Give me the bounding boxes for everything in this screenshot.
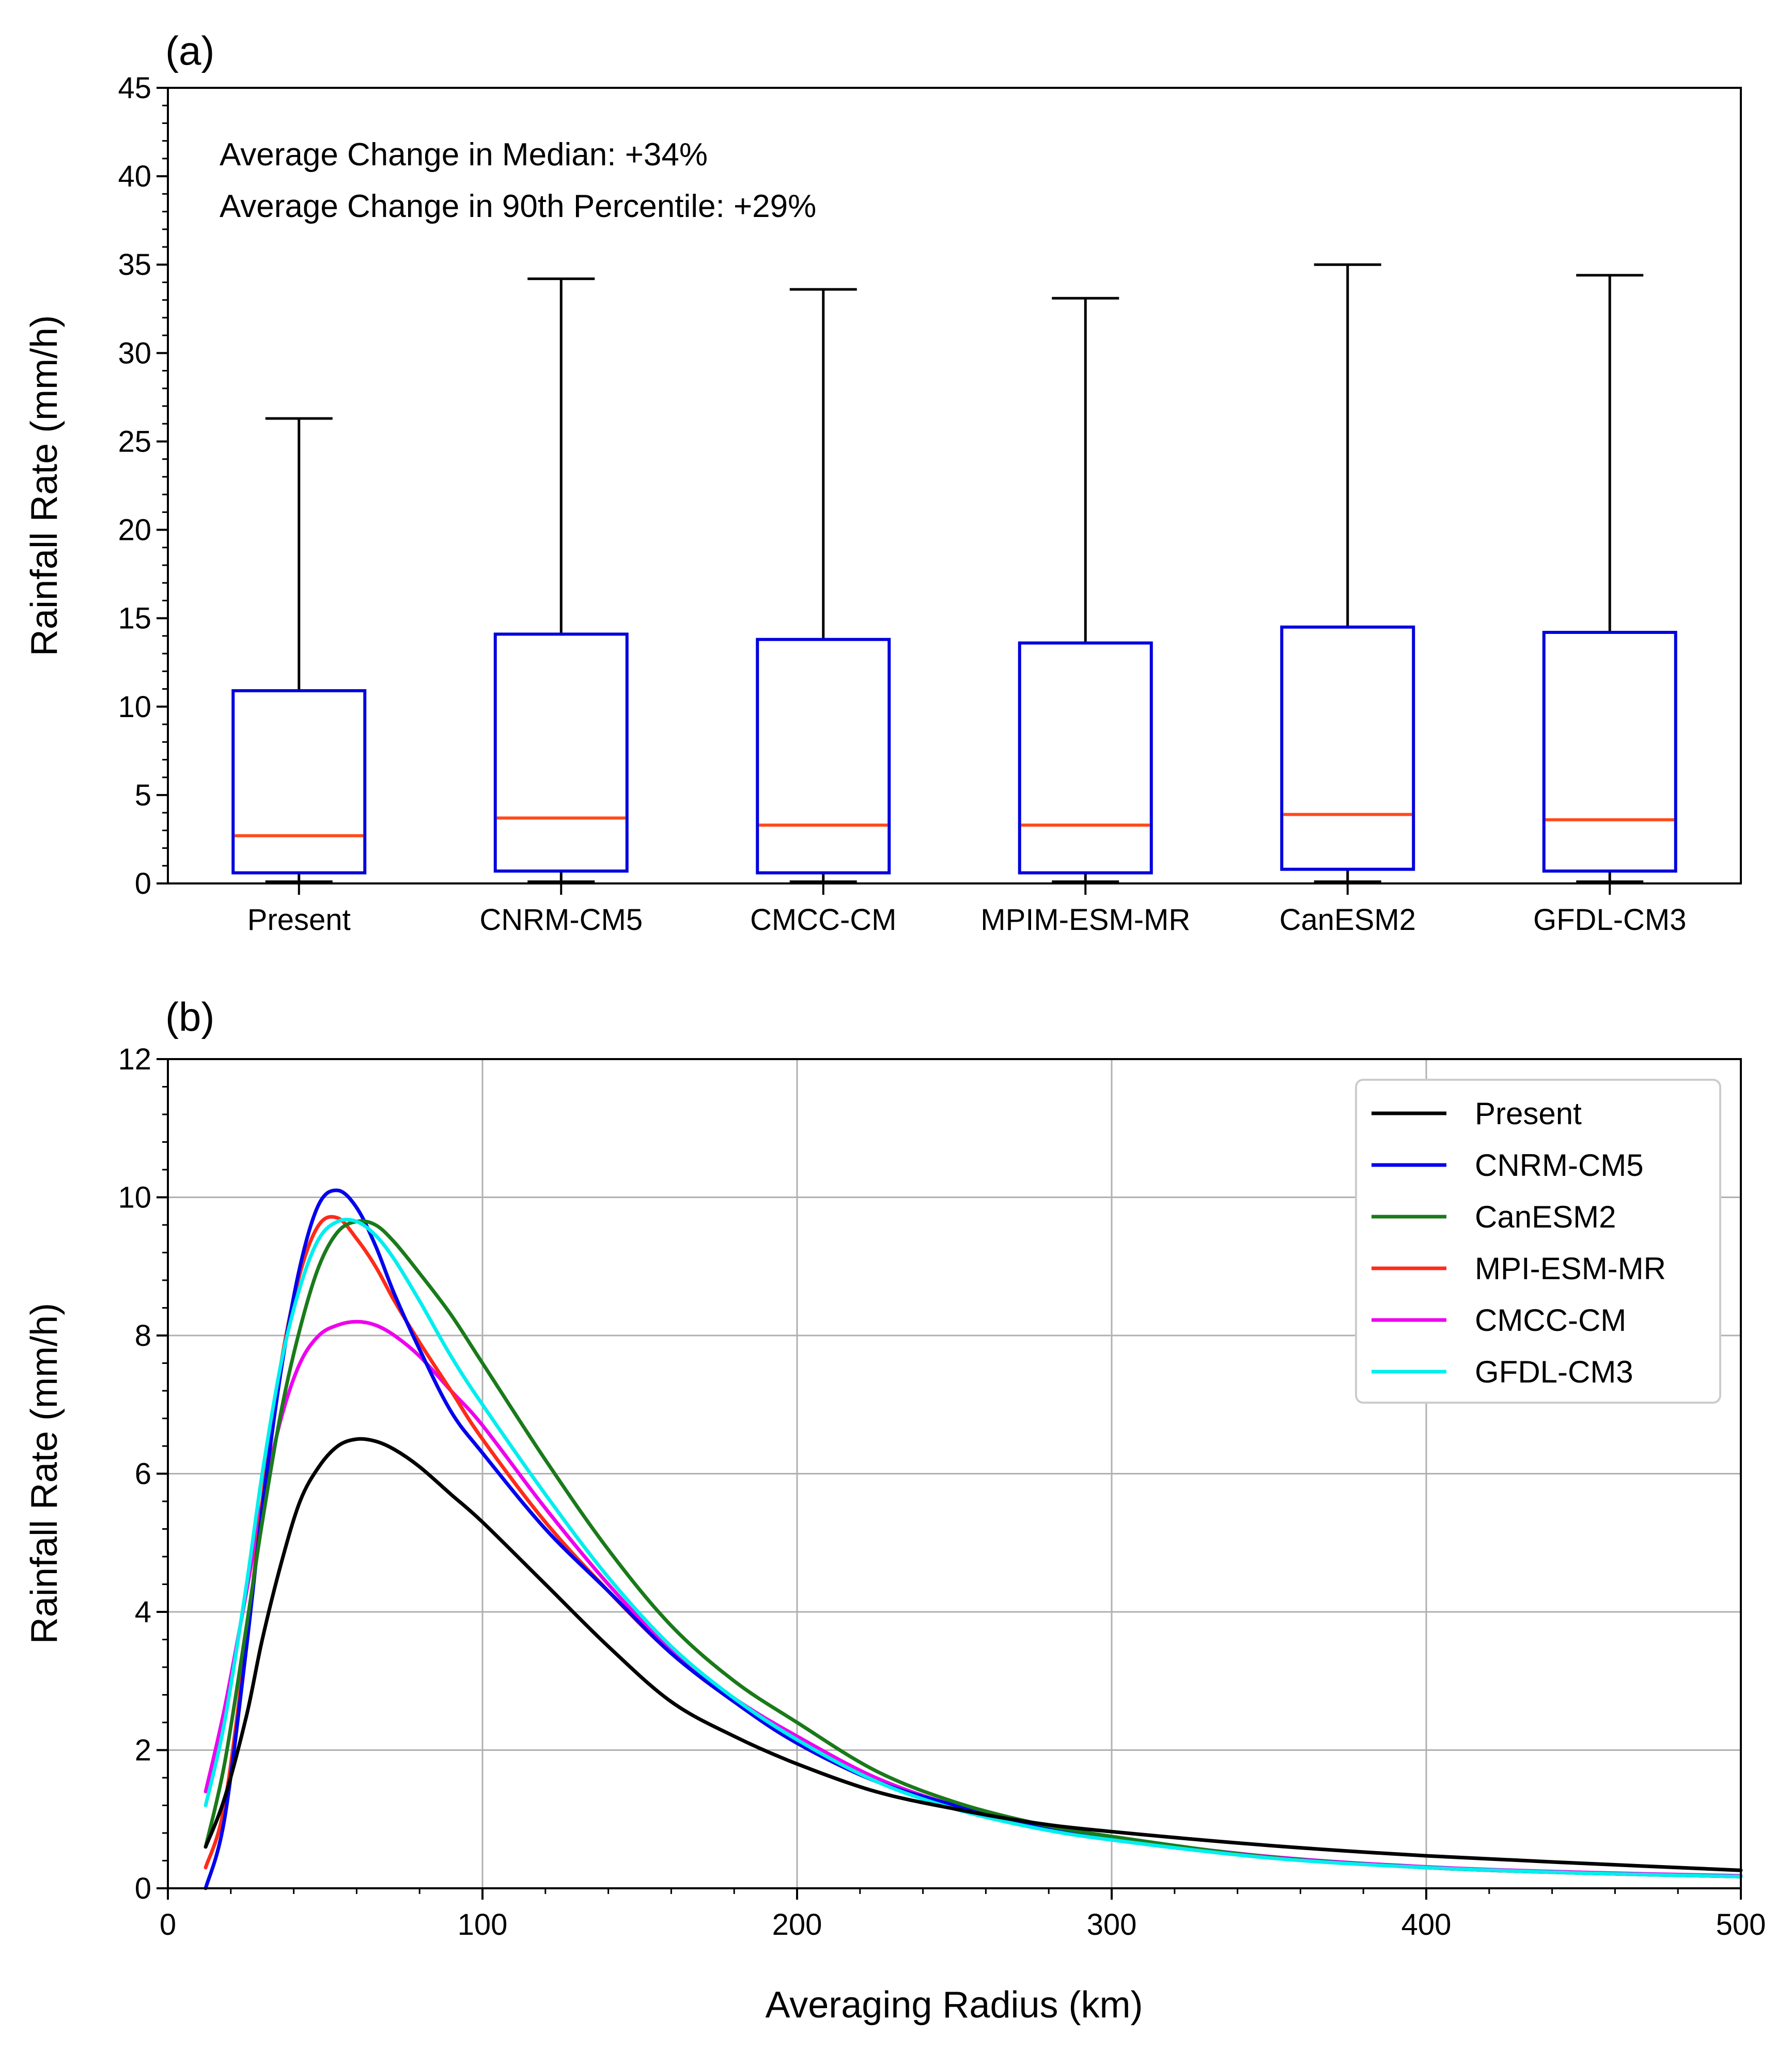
y-tick-label-7: 35 <box>118 248 151 282</box>
legend-label: GFDL-CM3 <box>1475 1355 1633 1389</box>
annotation-90th-change: Average Change in 90th Percentile: +29% <box>220 189 816 224</box>
legend-entry-CNRM-CM5: CNRM-CM5 <box>1372 1148 1644 1183</box>
legend-label: MPI-ESM-MR <box>1475 1251 1666 1286</box>
y-tick-label-5: 25 <box>118 425 151 458</box>
legend-entry-MPI-ESM-MR: MPI-ESM-MR <box>1372 1251 1666 1286</box>
legend-label: CMCC-CM <box>1475 1303 1626 1338</box>
y-tick-label-6: 12 <box>118 1043 151 1076</box>
y-tick-label-1: 2 <box>135 1734 151 1767</box>
box-Present: Present <box>231 417 367 937</box>
legend-label: Present <box>1475 1096 1582 1131</box>
panel-a-label: (a) <box>165 28 214 73</box>
legend-label: CanESM2 <box>1475 1200 1616 1234</box>
legend-frame <box>1355 1079 1721 1404</box>
x-category-label: MPIM-ESM-MR <box>980 903 1190 937</box>
box-GFDL-CM3: GFDL-CM3 <box>1533 274 1686 937</box>
panel-b-linechart: (b) 0 100 200 300 400 500 0 2 4 6 8 10 12 Present CNR… <box>24 994 1766 2026</box>
panel-a-ticks: 0 5 10 15 20 25 30 35 40 45 <box>118 71 168 900</box>
panel-b-y-axis-title: Rainfall Rate (mm/h) <box>24 1303 65 1644</box>
panel-b-frame <box>167 1058 1742 1889</box>
y-tick-label-0: 0 <box>135 867 151 900</box>
x-category-label: Present <box>247 903 351 937</box>
panel-a-boxplot: (a) 0 5 10 15 20 25 30 35 40 45 Present CNRM-CM5 CM… <box>24 28 1742 937</box>
box-iqr <box>1542 631 1677 873</box>
x-category-label: CNRM-CM5 <box>479 903 643 937</box>
y-tick-label-3: 15 <box>118 602 151 635</box>
box-iqr <box>1018 641 1153 875</box>
x-tick-label-0: 0 <box>160 1908 176 1942</box>
panel-a-frame <box>167 87 1742 884</box>
panel-a-boxes: Present CNRM-CM5 CMCC-CM MPIM-ESM-MR CanESM2… <box>231 263 1686 937</box>
x-category-label: GFDL-CM3 <box>1533 903 1686 937</box>
panel-b-lines <box>204 1188 1743 1890</box>
series-line-GFDL-CM3 <box>204 1218 1743 1878</box>
box-iqr <box>756 638 891 875</box>
legend-label: CNRM-CM5 <box>1475 1148 1644 1183</box>
y-tick-label-2: 4 <box>135 1595 151 1629</box>
panel-b-label: (b) <box>165 994 214 1039</box>
annotation-median-change: Average Change in Median: +34% <box>220 137 708 173</box>
y-tick-label-9: 45 <box>118 71 151 105</box>
y-tick-label-4: 20 <box>118 514 151 547</box>
box-CMCC-CM: CMCC-CM <box>750 288 897 937</box>
x-tick-label-1: 100 <box>458 1908 508 1942</box>
panel-b-x-axis-title: Averaging Radius (km) <box>766 1984 1143 2026</box>
legend-entry-CanESM2: CanESM2 <box>1372 1200 1616 1234</box>
series-line-Present <box>204 1437 1743 1872</box>
x-tick-label-2: 200 <box>772 1908 822 1942</box>
series-line-CMCC-CM <box>204 1319 1743 1878</box>
x-category-label: CMCC-CM <box>750 903 897 937</box>
x-tick-label-5: 500 <box>1716 1908 1766 1942</box>
box-CNRM-CM5: CNRM-CM5 <box>479 277 643 937</box>
box-MPIM-ESM-MR: MPIM-ESM-MR <box>980 297 1190 937</box>
x-tick-label-3: 300 <box>1087 1908 1137 1942</box>
x-category-label: CanESM2 <box>1280 903 1416 937</box>
y-tick-label-1: 5 <box>135 779 151 812</box>
y-tick-label-8: 40 <box>118 160 151 193</box>
y-tick-label-5: 10 <box>118 1181 151 1215</box>
box-iqr <box>1280 625 1415 871</box>
y-tick-label-3: 6 <box>135 1457 151 1491</box>
y-tick-label-4: 8 <box>135 1319 151 1353</box>
legend-entry-GFDL-CM3: GFDL-CM3 <box>1372 1355 1633 1389</box>
panel-a-y-axis-title: Rainfall Rate (mm/h) <box>24 315 65 656</box>
y-tick-label-6: 30 <box>118 336 151 370</box>
legend: Present CNRM-CM5 CanESM2 MPI-ESM-MR CMCC-CM G… <box>1355 1079 1721 1404</box>
y-tick-label-0: 0 <box>135 1872 151 1905</box>
legend-entry-Present: Present <box>1372 1096 1582 1131</box>
box-CanESM2: CanESM2 <box>1280 263 1416 937</box>
box-iqr <box>231 689 367 875</box>
x-tick-label-4: 400 <box>1401 1908 1452 1942</box>
y-tick-label-2: 10 <box>118 690 151 724</box>
box-iqr <box>493 632 629 873</box>
legend-entry-CMCC-CM: CMCC-CM <box>1372 1303 1626 1338</box>
